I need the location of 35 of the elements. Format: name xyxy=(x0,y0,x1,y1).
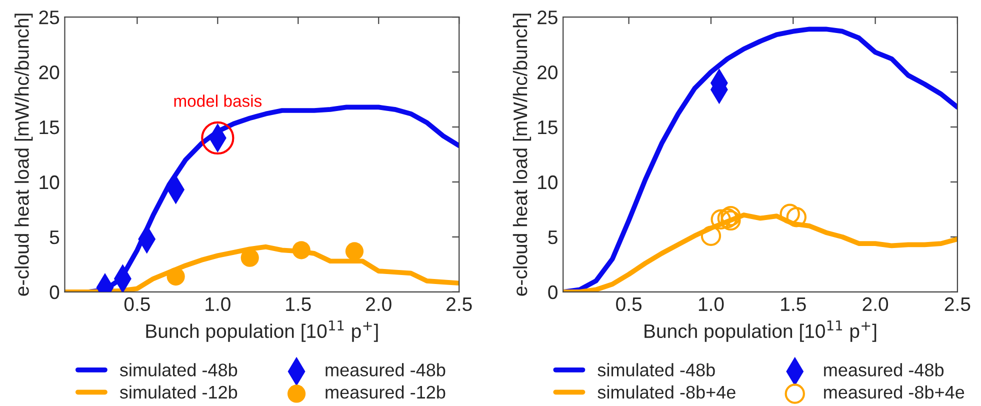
x-tick-label: 1.0 xyxy=(206,297,230,312)
y-tick-label: 0 xyxy=(50,285,60,300)
legend-label: simulated -8b+4e xyxy=(598,385,736,399)
x-tick-label: 1.0 xyxy=(698,297,724,312)
legend-label: simulated -48b xyxy=(598,363,715,376)
legend-label: simulated -12b xyxy=(120,385,238,399)
y-axis-title: e-cloud heat load [mW/hc/bunch] xyxy=(512,14,532,296)
x-axis-title: Bunch population [10$^{11}$ p$^{+}$] xyxy=(644,320,876,342)
x-tick-label: 2.5 xyxy=(944,297,970,312)
y-tick-label: 10 xyxy=(40,175,60,190)
x-axis-title: Bunch population [10$^{11}$ p$^{+}$] xyxy=(146,320,378,342)
legend-label: measured -48b xyxy=(824,363,944,376)
legend-label: measured -12b xyxy=(326,385,446,399)
legend-label: simulated -48b xyxy=(120,363,238,376)
y-tick-label: 5 xyxy=(548,230,558,244)
y-tick-label: 25 xyxy=(39,10,60,24)
legend-label: measured -8b+4e xyxy=(824,385,964,399)
y-tick-label: 20 xyxy=(39,65,60,80)
x-tick-label: 1.5 xyxy=(286,297,311,312)
y-tick-label: 20 xyxy=(538,65,558,80)
y-tick-label: 15 xyxy=(40,120,60,134)
x-tick-label: 2.0 xyxy=(862,297,888,312)
x-tick-label: 2.0 xyxy=(366,297,392,312)
x-tick-label: 0.5 xyxy=(124,297,150,312)
y-tick-label: 25 xyxy=(538,10,558,24)
y-tick-label: 15 xyxy=(538,120,558,134)
y-tick-label: 5 xyxy=(50,230,60,244)
y-tick-label: 0 xyxy=(548,285,558,300)
legend-label: measured -48b xyxy=(326,363,446,376)
x-tick-label: 1.5 xyxy=(781,297,806,312)
y-tick-label: 10 xyxy=(538,175,558,190)
x-tick-label: 0.5 xyxy=(616,297,642,312)
x-tick-label: 2.5 xyxy=(446,297,472,312)
annotation: model basis xyxy=(174,94,262,107)
y-axis-title: e-cloud heat load [mW/hc/bunch] xyxy=(14,14,33,296)
